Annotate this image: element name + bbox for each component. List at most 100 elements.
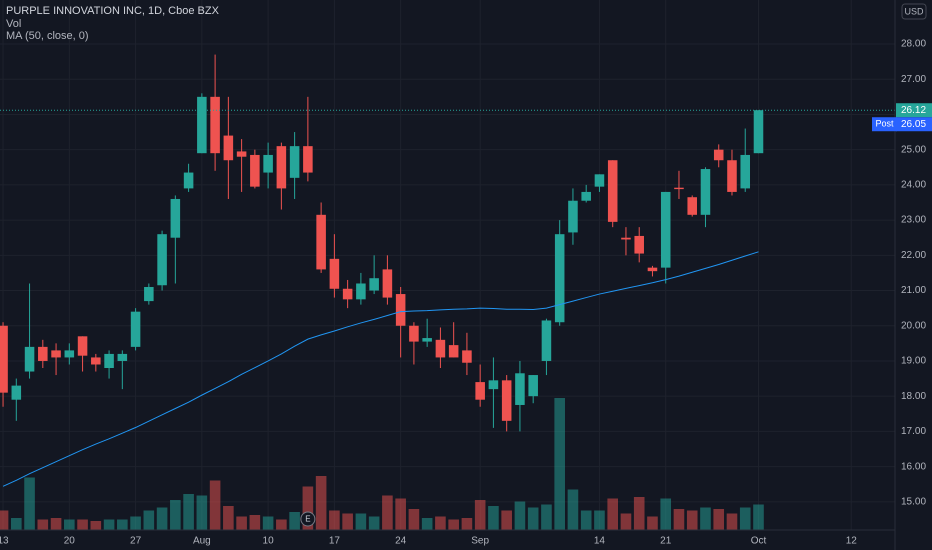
y-tick-label: 22.00	[901, 250, 926, 261]
candle-body	[104, 353, 114, 369]
volume-bar	[262, 516, 274, 530]
candle-body	[382, 269, 393, 298]
post-price-tag	[896, 117, 932, 132]
x-tick-label: 20	[64, 536, 76, 547]
candle-body	[157, 234, 167, 286]
x-tick-label: 13	[0, 536, 9, 547]
post-name: Post	[875, 119, 894, 129]
candle-body	[316, 214, 326, 270]
candle-body	[395, 294, 406, 326]
volume-bar	[408, 509, 420, 530]
candle-body	[448, 345, 459, 358]
x-tick-label: Sep	[471, 536, 489, 547]
candle-body	[0, 325, 8, 393]
volume-bar	[554, 398, 565, 530]
candle-body	[223, 135, 234, 161]
x-tick-label: 12	[846, 536, 858, 547]
volume-bar	[11, 518, 22, 530]
candle-body	[713, 149, 724, 161]
candle-body	[77, 336, 88, 356]
y-tick-label: 21.00	[901, 285, 926, 296]
x-tick-label: 21	[660, 536, 672, 547]
volume-bar	[37, 519, 49, 530]
volume-bar	[368, 516, 380, 530]
volume-bar	[501, 510, 512, 530]
volume-bar	[117, 519, 128, 530]
x-tick-label: 14	[594, 536, 606, 547]
volume-bar	[594, 510, 605, 530]
candle-body	[130, 311, 141, 347]
volume-bar	[461, 518, 473, 530]
post-price-label: 26.05	[901, 119, 926, 130]
volume-bar	[660, 498, 672, 530]
y-tick-label: 16.00	[901, 461, 926, 472]
volume-bar	[249, 515, 261, 530]
candle-body	[435, 339, 446, 358]
volume-bar	[514, 501, 526, 530]
candle-body	[342, 288, 353, 300]
chart-title: PURPLE INNOVATION INC, 1D, Cboe BZX	[6, 5, 220, 17]
volume-bar	[739, 507, 751, 530]
candle-body	[475, 382, 485, 400]
volume-bar	[130, 516, 141, 530]
candle-body	[263, 154, 273, 173]
post-tag	[872, 117, 897, 132]
y-tick-label: 23.00	[901, 215, 926, 226]
grid	[0, 0, 895, 530]
candle-body	[753, 110, 764, 154]
x-tick-label: 17	[329, 536, 341, 547]
x-tick-label: Oct	[751, 536, 767, 547]
volume-bar	[620, 513, 632, 530]
candle-layer: E	[0, 54, 895, 527]
candle-body	[250, 154, 260, 187]
volume-bar	[342, 513, 353, 530]
candle-body	[303, 146, 313, 173]
volume-bar	[395, 498, 406, 530]
candle-body	[674, 187, 684, 190]
volume-bar	[156, 507, 168, 530]
x-tick-label: 10	[263, 536, 275, 547]
volume-bar	[77, 519, 88, 530]
candle-body	[11, 385, 22, 400]
candle-body	[117, 353, 128, 361]
candle-body	[660, 191, 671, 268]
candle-body	[528, 375, 538, 397]
volume-bar	[673, 509, 685, 530]
candle-body	[488, 380, 499, 390]
currency-button[interactable]	[901, 3, 927, 20]
candle-body	[621, 237, 631, 240]
y-tick-label: 15.00	[901, 496, 926, 507]
candle-body	[236, 151, 247, 157]
volume-bar	[355, 513, 367, 530]
volume-bar	[713, 509, 725, 530]
y-tick-label: 19.00	[901, 356, 926, 367]
x-tick-label: 24	[395, 536, 407, 547]
volume-bar	[315, 476, 327, 530]
candle-body	[51, 350, 61, 358]
earnings-label[interactable]: E	[305, 515, 310, 524]
volume-bar	[276, 519, 287, 530]
last-price-tag	[896, 103, 932, 118]
candle-body	[24, 346, 35, 372]
candle-body	[289, 146, 300, 178]
candle-body	[581, 191, 591, 201]
candle-body	[356, 283, 366, 300]
x-tick-label: 27	[130, 536, 142, 547]
candle-body	[740, 154, 751, 189]
candle-body	[329, 258, 340, 289]
earnings-marker[interactable]	[300, 511, 316, 527]
candle-body	[594, 174, 605, 187]
volume-bar	[633, 497, 645, 530]
last-price-label: 26.12	[901, 105, 926, 116]
currency-label[interactable]: USD	[904, 6, 924, 16]
x-tick-label: Aug	[193, 536, 211, 547]
candle-body	[276, 146, 287, 189]
volume-bar	[686, 510, 698, 530]
volume-bar	[196, 495, 208, 530]
candle-body	[462, 350, 472, 363]
volume-bar	[0, 510, 9, 530]
axes: 28.0027.0026.0025.0024.0023.0022.0021.00…	[0, 39, 932, 547]
candle-body	[144, 287, 154, 302]
